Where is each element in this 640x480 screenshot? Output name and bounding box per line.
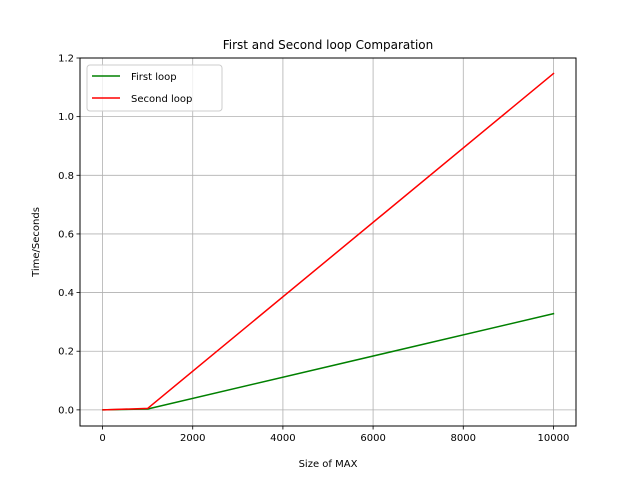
y-tick-label: 0.8: [58, 171, 74, 182]
y-tick-label: 0.2: [58, 347, 74, 358]
axis-ticks: 0 2000 4000 6000 8000 10000 0.0 0.2 0.4 0.6 0.8 1.0…: [58, 54, 569, 445]
x-tick-label: 8000: [451, 433, 476, 444]
series-lines: [102, 72, 555, 411]
y-tick-label: 0.6: [58, 229, 74, 240]
legend-label-2: Second loop: [131, 94, 192, 105]
y-tick-label: 1.0: [58, 112, 74, 123]
y-axis-label: Time/Seconds: [31, 207, 42, 278]
legend-label-1: First loop: [131, 72, 177, 83]
plot-area-frame: [79, 57, 577, 427]
y-tick-label: 0.4: [58, 288, 74, 299]
x-tick-label: 6000: [360, 433, 385, 444]
legend-box: [86, 64, 223, 112]
x-tick-label: 4000: [270, 433, 295, 444]
x-tick-label: 0: [99, 433, 105, 444]
legend: First loop Second loop: [86, 64, 223, 112]
y-tick-label: 0.0: [58, 405, 74, 416]
y-tick-label: 1.2: [58, 54, 74, 65]
x-tick-label: 10000: [538, 433, 570, 444]
x-tick-label: 2000: [180, 433, 205, 444]
chart-title: First and Second loop Comparation: [223, 38, 434, 52]
grid-lines: [80, 57, 576, 426]
series-line-2: [102, 72, 555, 411]
x-axis-label: Size of MAX: [299, 459, 358, 470]
